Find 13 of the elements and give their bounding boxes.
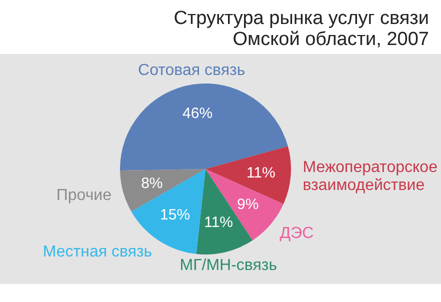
slice-label: ДЭС: [280, 224, 314, 242]
data-label: 15%: [160, 206, 190, 224]
data-label: 11%: [204, 214, 234, 232]
data-label: 11%: [246, 164, 276, 182]
chart-title: Структура рынка услуг связи Омской области, 2007: [172, 7, 430, 52]
slice-label: Сотовая связь: [138, 62, 246, 79]
slice-label: МГ/МН-связь: [180, 257, 278, 274]
data-label: 46%: [182, 105, 213, 122]
slice-label: Местная связь: [42, 244, 152, 261]
data-label: 9%: [236, 196, 259, 214]
data-label: 8%: [141, 174, 163, 192]
slice-label: Прочие: [56, 186, 112, 204]
slice-label: Межоператорское взаимодействие: [302, 159, 438, 194]
